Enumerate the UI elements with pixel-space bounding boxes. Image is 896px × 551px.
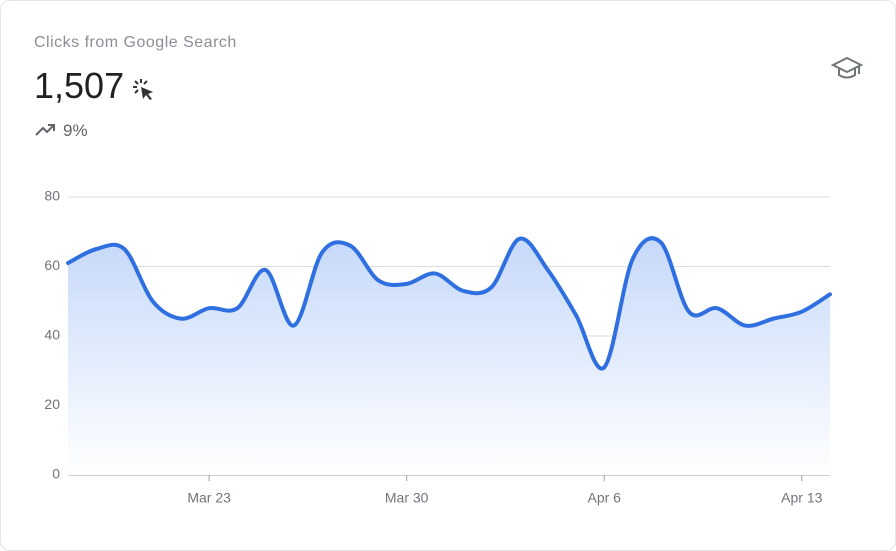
y-tick-label: 20 [44,396,60,412]
learn-icon[interactable] [831,55,863,83]
x-tick-label: Mar 23 [187,490,231,506]
x-tick-label: Apr 13 [781,490,822,506]
card-title: Clicks from Google Search [34,34,237,51]
click-icon [133,79,153,100]
trend-up-icon [35,124,55,136]
area [68,238,830,475]
change: 9% [63,121,88,140]
line [66,236,832,371]
y-tick-label: 0 [52,466,60,482]
y-tick-label: 80 [44,188,60,204]
y-tick-label: 40 [44,327,60,343]
y-tick-label: 60 [44,257,60,273]
total-clicks: 1,507 [34,65,125,106]
x-tick-label: Apr 6 [587,490,621,506]
x-tick-label: Mar 30 [385,490,429,506]
